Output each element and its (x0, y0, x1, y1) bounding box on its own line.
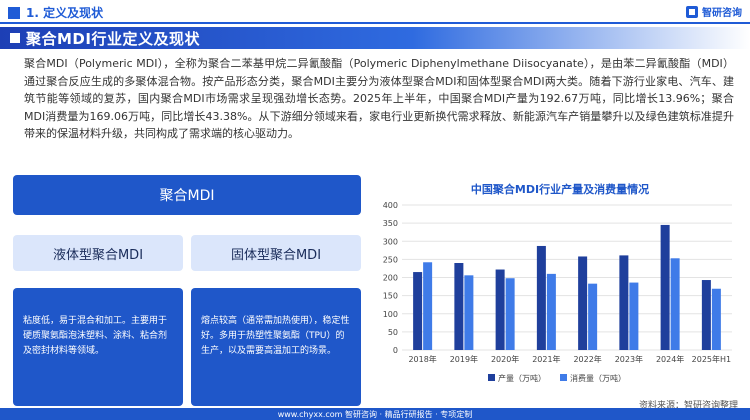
x-tick-label: 2020年 (491, 354, 519, 364)
diagram-liquid-desc-box: 粘度低，易于混合和加工。主要用于硬质聚氨酯泡沫塑料、涂料、粘合剂及密封材料等领域… (13, 288, 183, 406)
bar-production (578, 256, 588, 350)
y-tick-label: 250 (383, 255, 398, 264)
x-tick-label: 2022年 (573, 354, 601, 364)
y-tick-label: 50 (388, 328, 398, 337)
chart-container: 中国聚合MDI行业产量及消费量情况 0 50 100 150 200 250 300 350 4… (376, 175, 744, 397)
bar-consumption (546, 273, 556, 350)
footer-text: www.chyxx.com 智研咨询 · 精品行研报告 · 专项定制 (277, 409, 473, 419)
y-tick-label: 0 (393, 346, 398, 355)
bar-consumption (711, 288, 721, 350)
diagram-liquid-label: 液体型聚合MDI (52, 247, 144, 263)
bar-production (536, 245, 546, 350)
diagram-solid-box: 固体型聚合MDI (191, 235, 361, 271)
bar-production (660, 224, 670, 350)
footer-bar: www.chyxx.com 智研咨询 · 精品行研报告 · 专项定制 (0, 408, 750, 420)
legend-swatch (560, 374, 567, 381)
y-tick-label: 300 (383, 237, 398, 246)
diagram-solid-desc: 熔点较高（通常需加热使用），稳定性好。多用于热塑性聚氨酯（TPU）的生产，以及需… (201, 316, 350, 356)
y-tick-label: 100 (383, 310, 398, 319)
bar-production (495, 269, 505, 350)
x-tick-label: 2019年 (450, 354, 478, 364)
intro-paragraph: 聚合MDI（Polymeric MDI），全称为聚合二苯基甲烷二异氰酸酯（Pol… (24, 57, 734, 141)
diagram-root-box: 聚合MDI (13, 175, 361, 215)
section-square-icon (8, 6, 20, 19)
title-square-icon (10, 33, 20, 43)
diagram-liquid-box: 液体型聚合MDI (13, 235, 183, 271)
bar-consumption (505, 278, 515, 350)
y-tick-label: 150 (383, 292, 398, 301)
diagram-solid-label: 固体型聚合MDI (230, 247, 322, 263)
x-tick-label: 2018年 (408, 354, 436, 364)
diagram-root-label: 聚合MDI (159, 188, 215, 204)
y-tick-label: 200 (383, 274, 398, 283)
x-tick-label: 2025年H1 (692, 354, 731, 364)
x-tick-label: 2021年 (532, 354, 560, 364)
bar-consumption (629, 282, 639, 350)
top-header: 1. 定义及现状 智研咨询 (0, 0, 750, 26)
page-title: 聚合MDI行业定义及现状 (26, 29, 200, 48)
header-divider (0, 22, 750, 24)
title-ribbon: 聚合MDI行业定义及现状 (0, 27, 750, 49)
bar-production (454, 263, 464, 350)
bar-consumption (670, 258, 680, 350)
diagram-liquid-desc: 粘度低，易于混合和加工。主要用于硬质聚氨酯泡沫塑料、涂料、粘合剂及密封材料等领域… (23, 316, 168, 356)
diagram-solid-desc-box: 熔点较高（通常需加热使用），稳定性好。多用于热塑性聚氨酯（TPU）的生产，以及需… (191, 288, 361, 406)
bar-production (619, 255, 629, 350)
legend-label: 产量（万吨） (498, 373, 546, 383)
brand[interactable]: 智研咨询 (686, 4, 742, 19)
brand-logo-icon (686, 5, 698, 18)
x-tick-label: 2023年 (615, 354, 643, 364)
legend-swatch (488, 374, 495, 381)
y-tick-label: 350 (383, 219, 398, 228)
bar-production (701, 280, 711, 350)
y-tick-label: 400 (383, 201, 398, 210)
bar-consumption (423, 262, 433, 350)
source-note: 资料来源：智研咨询整理 (638, 401, 738, 411)
section-label: 1. 定义及现状 (8, 4, 103, 21)
x-tick-label: 2024年 (656, 354, 684, 364)
brand-name: 智研咨询 (702, 8, 742, 19)
bar-production (413, 272, 423, 350)
section-label-text: 1. 定义及现状 (26, 6, 104, 20)
chart-title: 中国聚合MDI行业产量及消费量情况 (470, 183, 650, 196)
bar-consumption (588, 283, 598, 350)
legend-label: 消费量（万吨） (570, 373, 626, 383)
bar-consumption (464, 275, 474, 350)
bar-chart: 0 50 100 150 200 250 300 350 400 2018年 2019年 2020年 2… (383, 201, 732, 383)
